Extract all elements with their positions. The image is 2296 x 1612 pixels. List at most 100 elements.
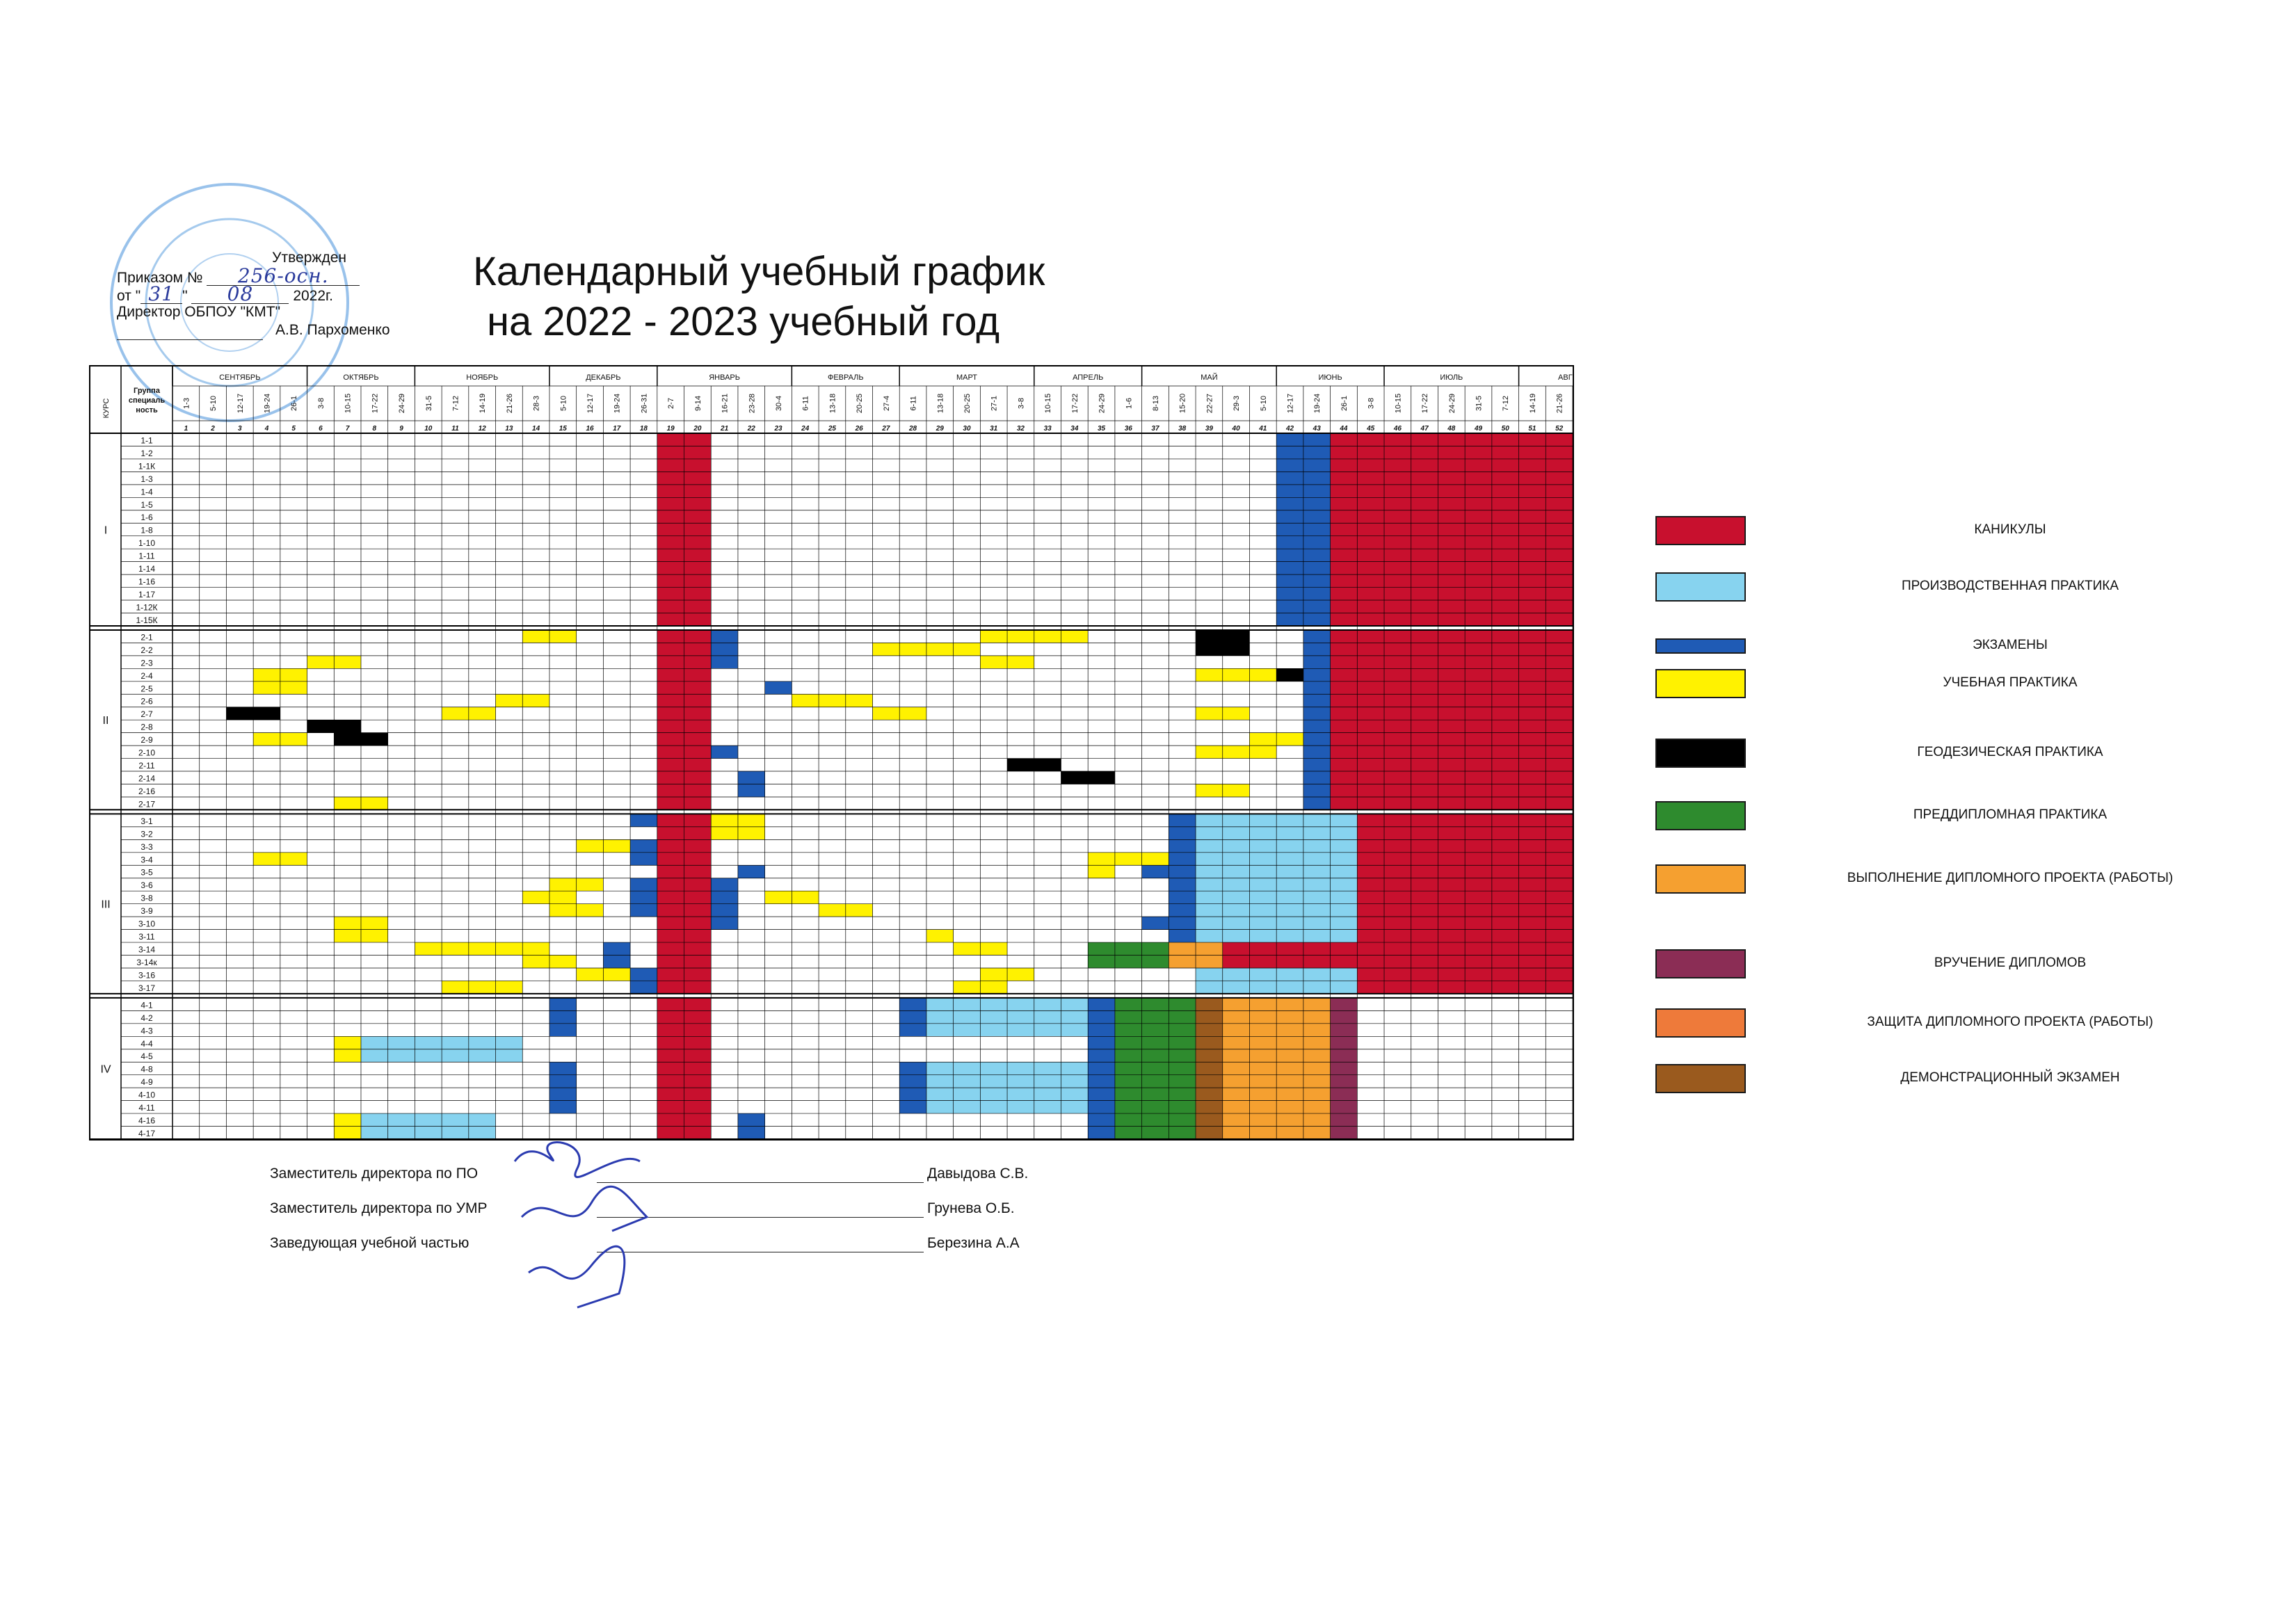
legend-label: ДЕМОНСТРАЦИОННЫЙ ЭКЗАМЕН [1900,1070,2120,1085]
week-label: 30-4 [775,396,783,411]
color-cell [334,1049,361,1063]
week-label: 15-20 [1179,394,1187,413]
color-cell [360,1126,496,1139]
grid-lines [90,366,1573,1139]
course-label-II: II [103,715,109,727]
week-label: 3-8 [1017,398,1025,409]
color-cell [899,1010,926,1024]
color-cell [737,1113,765,1127]
week-label: 14-19 [479,394,487,413]
color-cell [630,814,657,827]
page-title: Календарный учебный график на 2022 - 202… [473,247,1099,347]
color-block [1330,433,1573,626]
week-label: 7-12 [451,396,460,411]
week-number: 16 [586,425,594,433]
group-name: 1-15К [136,615,157,625]
week-number: 28 [908,425,917,433]
group-name: 1-5 [141,500,153,510]
color-cell [334,1113,361,1127]
week-label: 14-19 [1529,394,1537,413]
group-name: 3-14к [136,958,157,967]
group-name: 1-10 [138,538,155,548]
signature-line [597,1182,924,1183]
color-cell [334,1126,361,1139]
week-number: 23 [773,425,782,433]
week-label: 12-17 [236,394,245,413]
color-cell [737,1126,765,1139]
week-number: 38 [1178,425,1187,433]
color-cell [1169,852,1196,866]
group-name: 2-4 [141,671,153,681]
group-name: 4-1 [141,1000,153,1010]
week-number: 37 [1151,425,1159,433]
week-number: 3 [238,425,242,433]
week-number: 52 [1555,425,1564,433]
group-name: 1-17 [138,590,155,599]
color-cell [1169,878,1196,892]
color-cell [334,1036,361,1049]
week-label: 19-24 [613,394,622,413]
color-cell [630,852,657,866]
week-number: 11 [451,425,459,433]
week-number: 25 [828,425,837,433]
week-label: 13-18 [936,394,945,413]
color-cell [549,1074,577,1088]
color-cell [360,1113,496,1127]
color-cell [1169,826,1196,840]
group-name: 1-1 [141,435,153,445]
signature-name: Грунева О.Б. [927,1200,1015,1216]
kurs-header: КУРС [102,398,111,419]
group-name: 4-8 [141,1065,153,1074]
week-number: 44 [1339,425,1348,433]
color-cell [1169,814,1196,827]
group-name: 2-6 [141,697,153,707]
week-number: 50 [1502,425,1510,433]
week-label: 26-31 [640,394,648,413]
color-cell [899,1088,926,1101]
group-name: 4-2 [141,1013,153,1023]
week-label: 3-8 [317,398,326,409]
color-cell [1196,745,1277,759]
legend-swatch [1655,516,1746,545]
color-block [1196,997,1223,1139]
group-name: 3-11 [138,932,154,942]
week-label: 10-15 [344,394,353,413]
week-label: 23-28 [748,394,756,413]
color-cell [926,929,954,943]
color-cell [1222,955,1358,968]
color-cell [711,629,738,643]
week-label: 5-10 [209,396,218,411]
week-number: 21 [720,425,729,433]
signature-name: Березина А.А [927,1235,1020,1251]
group-name: 2-11 [138,761,154,771]
group-name: 4-11 [138,1103,154,1113]
signature-row: Заведующая учебной частью Березина А.А [270,1230,1020,1257]
legend-item: ПРЕДДИПЛОМНАЯ ПРАКТИКА [1655,801,2254,836]
group-name: 4-5 [141,1051,153,1061]
week-label: 31-5 [425,396,433,411]
month-header-10: ИЮНЬ [1319,373,1342,382]
color-cell [1169,917,1196,930]
week-number: 31 [990,425,998,433]
week-number: 39 [1205,425,1214,433]
week-label: 31-5 [1475,396,1484,411]
legend-item: ДЕМОНСТРАЦИОННЫЙ ЭКЗАМЕН [1655,1064,2254,1099]
color-cell [737,771,765,784]
week-number: 41 [1258,425,1267,433]
week-label: 21-26 [1556,394,1564,413]
week-label: 17-22 [1071,394,1079,413]
order-day: 31 [141,284,183,304]
week-number: 9 [399,425,403,433]
order-month: 08 [191,284,289,304]
legend-swatch [1655,1008,1746,1038]
week-number: 30 [963,425,971,433]
signature-role: Заместитель директора по УМР [270,1200,488,1216]
week-number: 43 [1312,425,1322,433]
group-name: 2-14 [138,774,155,784]
week-number: 51 [1528,425,1536,433]
color-cell [549,1062,577,1075]
month-header-2: ОКТЯБРЬ [343,373,378,382]
week-label: 17-22 [371,394,379,413]
week-number: 20 [693,425,702,433]
director-label: Директор ОБПОУ "КМТ" [117,304,281,320]
